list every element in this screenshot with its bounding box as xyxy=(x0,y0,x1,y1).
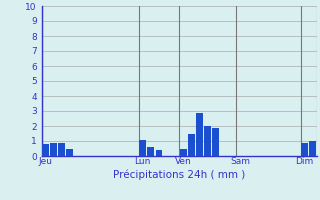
Bar xyxy=(204,126,211,156)
Bar xyxy=(42,144,49,156)
Bar xyxy=(212,128,219,156)
Bar xyxy=(301,142,308,156)
Bar xyxy=(148,147,154,156)
Bar xyxy=(67,148,73,156)
Bar xyxy=(180,148,187,156)
Bar xyxy=(58,142,65,156)
X-axis label: Précipitations 24h ( mm ): Précipitations 24h ( mm ) xyxy=(113,169,245,180)
Bar xyxy=(156,150,163,156)
Bar xyxy=(188,134,195,156)
Bar xyxy=(50,142,57,156)
Bar xyxy=(309,141,316,156)
Bar xyxy=(196,112,203,156)
Bar xyxy=(139,140,146,156)
